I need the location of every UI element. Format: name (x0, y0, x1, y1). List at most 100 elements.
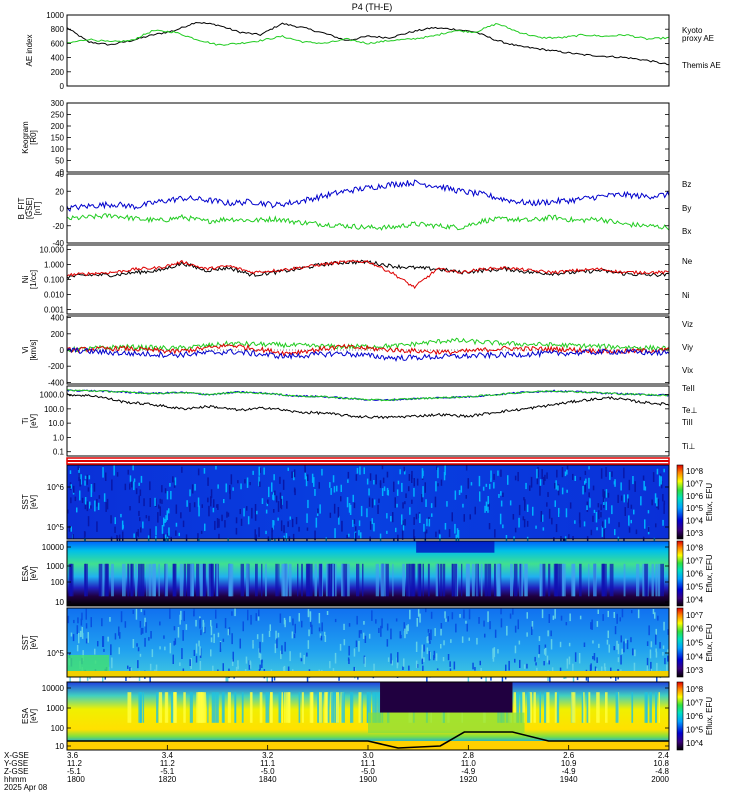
spectrogram-pixel (525, 563, 527, 597)
spectrogram-pixel (646, 641, 649, 646)
spectrogram-pixel (430, 611, 433, 619)
ytick-label-ae: 1000 (46, 11, 64, 20)
spectrogram-pixel (548, 563, 551, 597)
spectrogram-pixel (284, 641, 286, 652)
spectrogram-pixel (469, 514, 471, 520)
spectrogram-pixel (213, 499, 215, 508)
spectrogram-pixel (330, 488, 332, 495)
legend-proxy-ae: proxy AE (682, 34, 714, 43)
spectrogram-pixel (584, 480, 586, 485)
spectrogram-pixel (465, 465, 468, 471)
spectrogram-pixel (493, 647, 496, 658)
spectrogram-pixel (210, 649, 212, 657)
spectrogram-pixel (630, 504, 633, 509)
spectrogram-pixel (624, 510, 626, 516)
x-tick-label-ygse: 11.1 (260, 759, 276, 768)
spectrogram-pixel (172, 476, 174, 483)
spectrogram-pixel (380, 625, 382, 637)
spectrogram-pixel (662, 652, 664, 656)
spectrogram-pixel (348, 645, 350, 656)
spectrogram-pixel (425, 529, 428, 534)
spectrogram-pixel (267, 499, 269, 504)
spectrogram-pixel (259, 641, 261, 653)
spectrogram-pixel (183, 610, 185, 622)
spectrogram-pixel (208, 505, 210, 517)
spectrogram-pixel (435, 653, 438, 661)
spectrogram-pixel (148, 515, 150, 522)
legend-ti-par: TiII (682, 418, 693, 427)
spectrogram-pixel (135, 608, 138, 620)
spectrogram-pixel (408, 486, 410, 492)
spectrogram-pixel (451, 612, 454, 620)
ylabel-esa_i: [eV] (29, 566, 38, 580)
spectrogram-pixel (411, 499, 413, 504)
spectrogram-pixel (87, 632, 89, 643)
panel-frame-sst_e (66, 607, 670, 678)
x-tick-label-time: 1840 (259, 775, 277, 784)
spectrogram-pixel (455, 623, 457, 633)
spectrogram-pixel (484, 633, 486, 638)
spectrogram-pixel (86, 474, 88, 485)
spectrogram-pixel (222, 663, 224, 673)
spectrogram-pixel (199, 616, 201, 620)
legend-kyoto: Kyoto (682, 26, 703, 35)
ytick-label-keogram: 300 (51, 99, 65, 108)
spectrogram-pixel (554, 500, 556, 507)
spectrogram-pixel (494, 629, 497, 638)
spectrogram-pixel (307, 609, 310, 618)
spectrogram-pixel (620, 635, 622, 643)
spectrogram-pixel (81, 627, 83, 637)
spectrogram-pixel (293, 469, 296, 478)
spectrogram-pixel (544, 474, 546, 481)
spectrogram-pixel (539, 479, 542, 486)
spectrogram-pixel (498, 563, 501, 597)
spectrogram-pixel (627, 494, 629, 503)
spectrogram-pixel (275, 630, 277, 640)
spectrogram-pixel (216, 623, 218, 629)
spectrogram-pixel (644, 519, 646, 529)
spectrogram-pixel (186, 500, 188, 507)
spectrogram-pixel (286, 692, 290, 723)
spectrogram-pixel (487, 496, 489, 505)
spectrogram-pixel (586, 692, 589, 723)
spectrogram-pixel (198, 538, 200, 542)
spectrogram-pixel (390, 628, 392, 640)
spectrogram-pixel (623, 467, 625, 479)
spectrogram-pixel (90, 487, 93, 497)
spectrogram-pixel (590, 663, 592, 671)
spectrogram-pixel (538, 645, 541, 654)
spectrogram-pixel (546, 655, 549, 663)
spectrogram-pixel (318, 627, 321, 632)
spectrogram-pixel (662, 519, 664, 526)
spectrogram-pixel (292, 533, 295, 542)
spectrogram-pixel (655, 692, 657, 723)
spectrogram-pixel (70, 497, 72, 504)
ylabel-sst_e: [eV] (29, 635, 38, 649)
spectrogram-pixel (603, 502, 605, 508)
x-tick-label-xgse: 3.4 (162, 751, 174, 760)
spectrogram-pixel (116, 472, 119, 477)
ylabel-density: Ni (21, 276, 30, 284)
spectrogram-pixel (355, 474, 358, 481)
spectrogram-pixel (415, 641, 418, 652)
colorbar-tick-esa_e: 10^8 (686, 685, 704, 694)
spectrogram-pixel (404, 519, 406, 526)
legend-viy: Viy (682, 343, 693, 352)
spectrogram-pixel (301, 620, 303, 628)
spectrogram-pixel (122, 563, 126, 597)
spectrogram-pixel (210, 625, 213, 636)
spectrogram-pixel (247, 609, 249, 621)
spectrogram-pixel (105, 502, 107, 512)
spectrogram-pixel (208, 563, 213, 597)
ytick-label-velocity: 0 (60, 346, 65, 355)
ytick-label-esa_e: 10 (55, 742, 64, 751)
spectrogram-pixel (647, 526, 650, 532)
spectrogram-pixel (298, 526, 300, 532)
spectrogram-pixel (366, 692, 371, 723)
spectrogram-pixel (197, 497, 200, 507)
spectrogram-pixel (133, 533, 135, 538)
spectrogram-pixel (366, 478, 369, 485)
spectrogram-pixel (463, 609, 465, 619)
spectrogram-pixel (493, 482, 495, 489)
colorbar-tick-sst_e: 10^7 (686, 611, 704, 620)
